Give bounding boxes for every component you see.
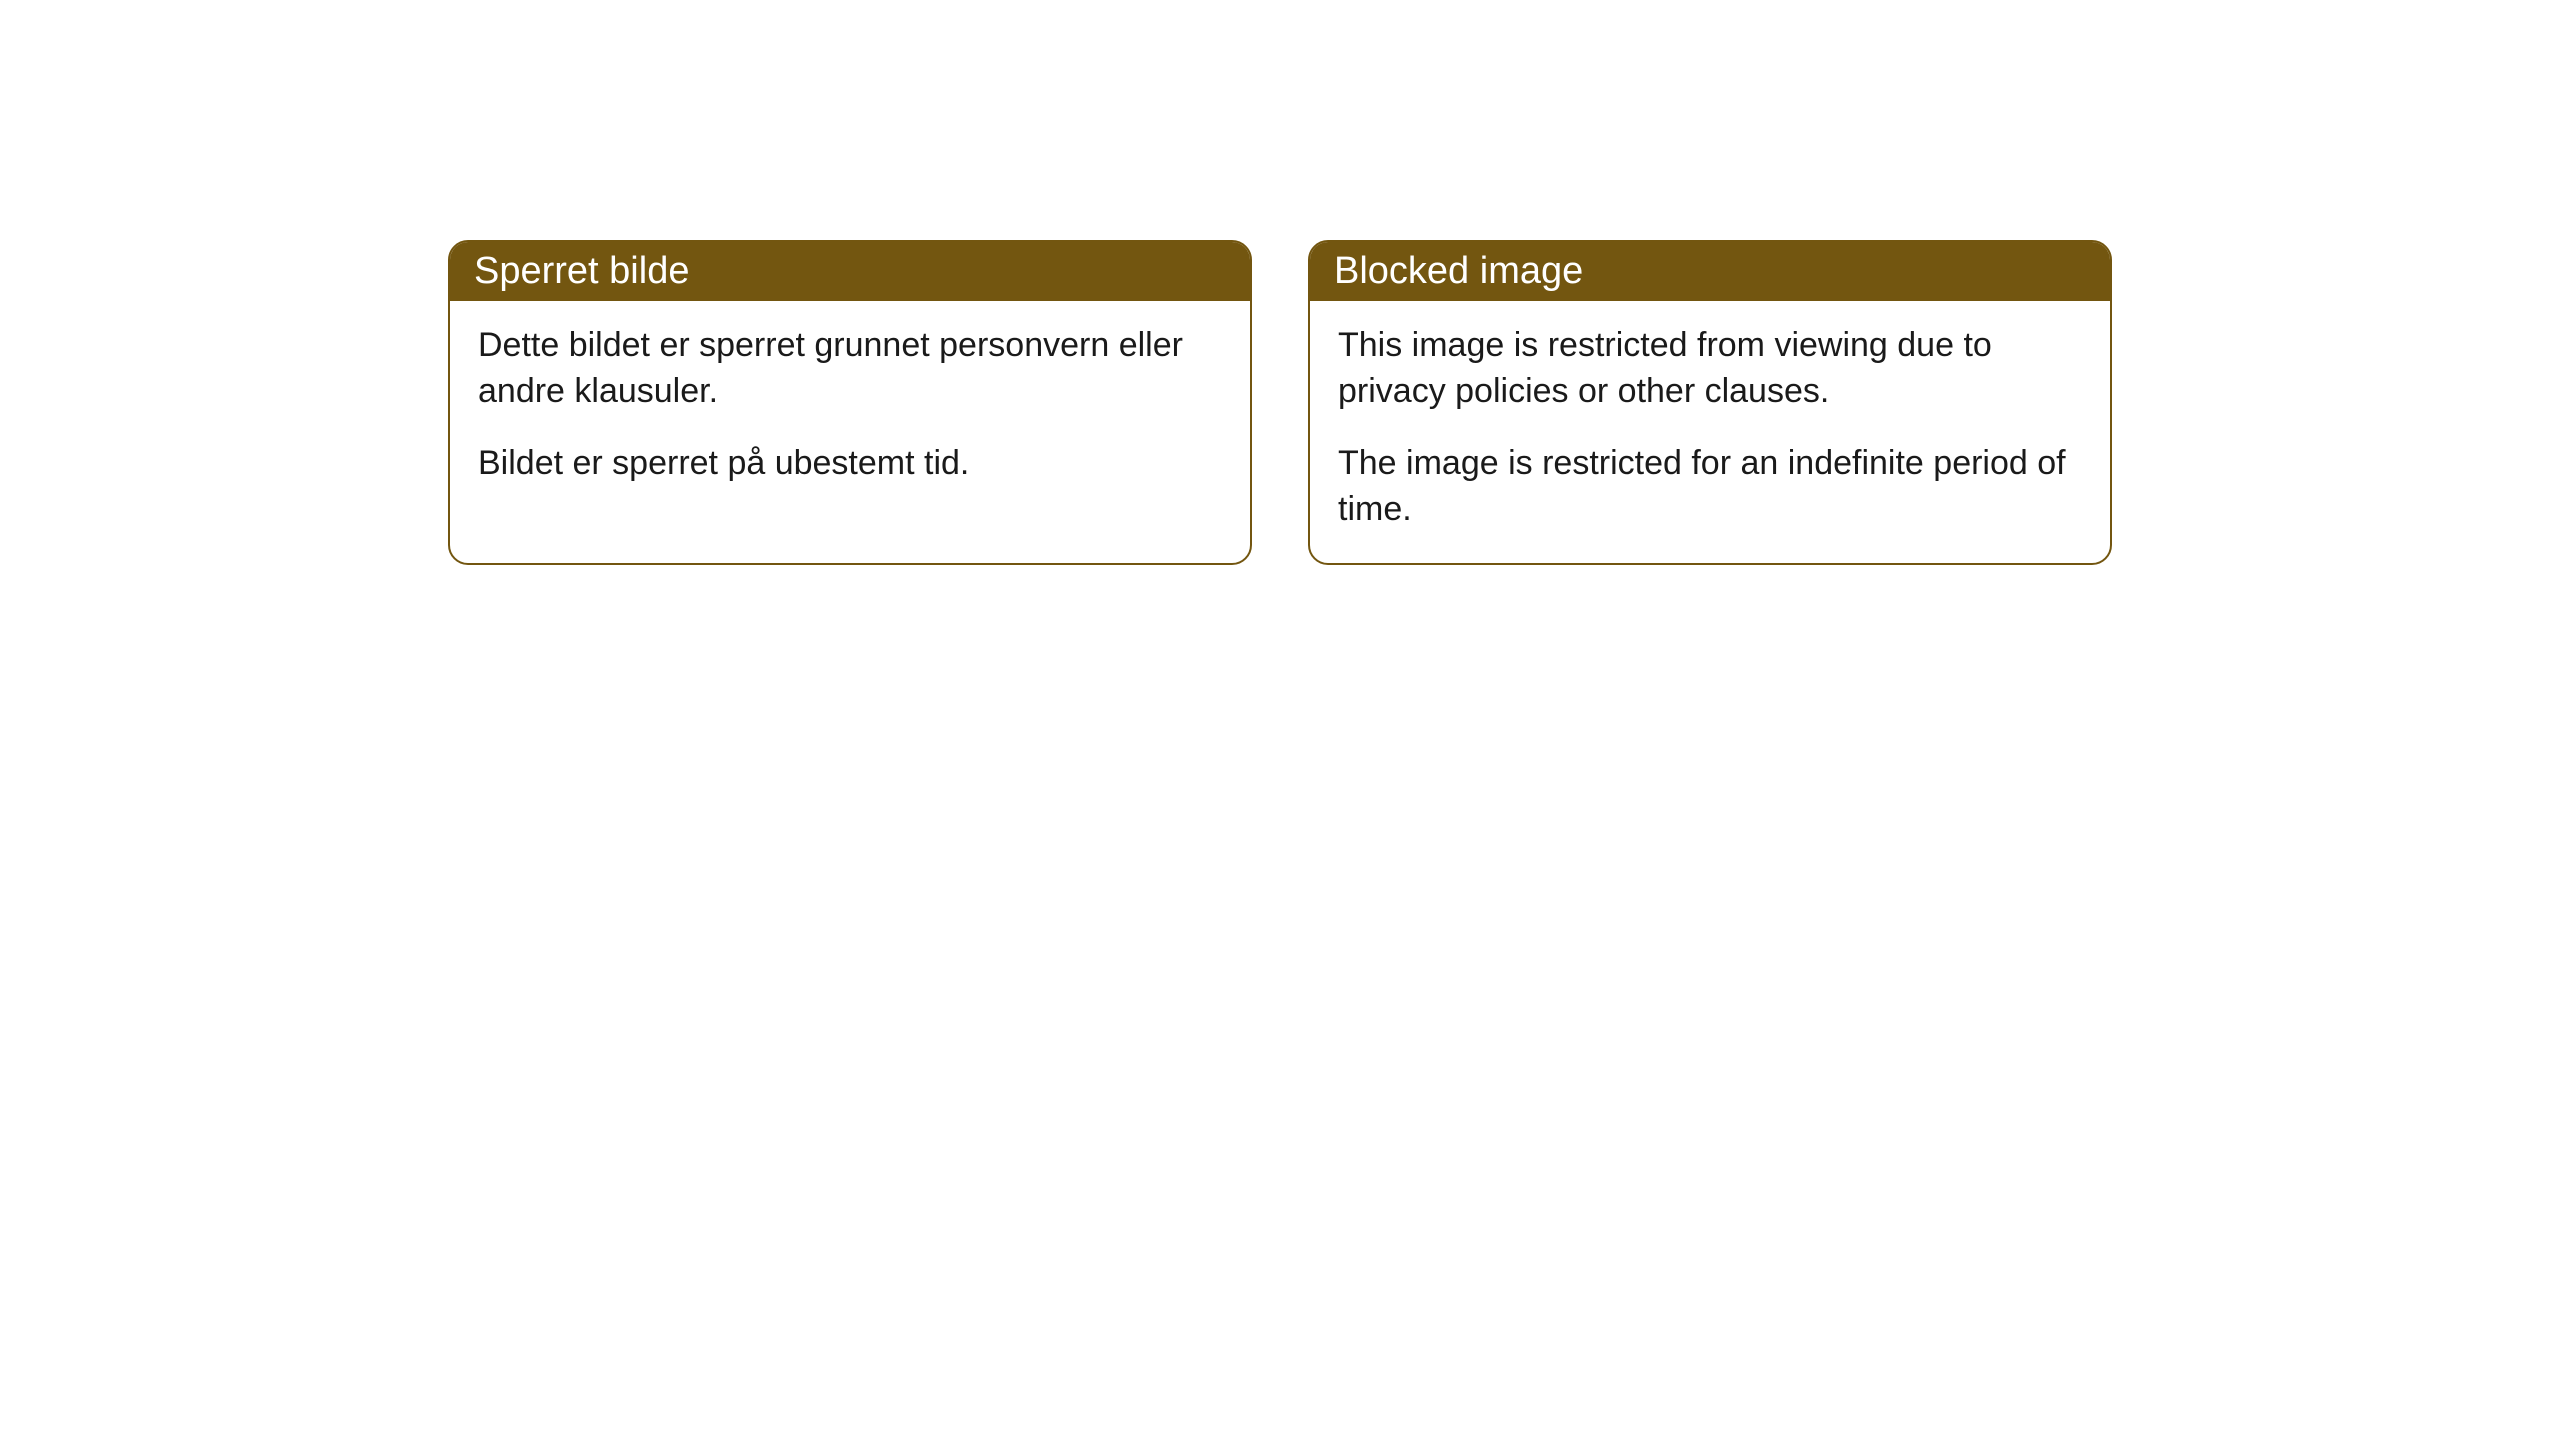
notice-card-english: Blocked image This image is restricted f…	[1308, 240, 2112, 565]
notice-paragraph: This image is restricted from viewing du…	[1338, 323, 2082, 415]
notice-container: Sperret bilde Dette bildet er sperret gr…	[0, 0, 2560, 565]
notice-title: Blocked image	[1310, 242, 2110, 301]
notice-title: Sperret bilde	[450, 242, 1250, 301]
notice-body: This image is restricted from viewing du…	[1310, 301, 2110, 563]
notice-paragraph: Bildet er sperret på ubestemt tid.	[478, 441, 1222, 487]
notice-paragraph: The image is restricted for an indefinit…	[1338, 441, 2082, 533]
notice-card-norwegian: Sperret bilde Dette bildet er sperret gr…	[448, 240, 1252, 565]
notice-body: Dette bildet er sperret grunnet personve…	[450, 301, 1250, 517]
notice-paragraph: Dette bildet er sperret grunnet personve…	[478, 323, 1222, 415]
